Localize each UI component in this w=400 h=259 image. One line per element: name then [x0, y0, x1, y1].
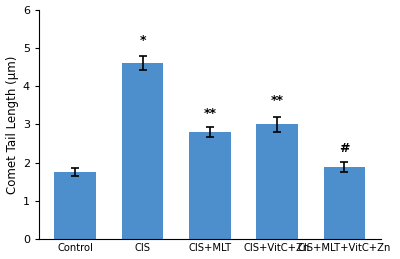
Text: **: ** — [270, 94, 284, 107]
Text: #: # — [339, 142, 350, 155]
Bar — [324, 167, 365, 239]
Bar — [256, 124, 298, 239]
Text: **: ** — [203, 107, 216, 120]
Text: *: * — [139, 34, 146, 47]
Bar — [122, 63, 163, 239]
Bar — [54, 172, 96, 239]
Y-axis label: Comet Tail Length (μm): Comet Tail Length (μm) — [6, 55, 18, 194]
Bar — [189, 132, 231, 239]
